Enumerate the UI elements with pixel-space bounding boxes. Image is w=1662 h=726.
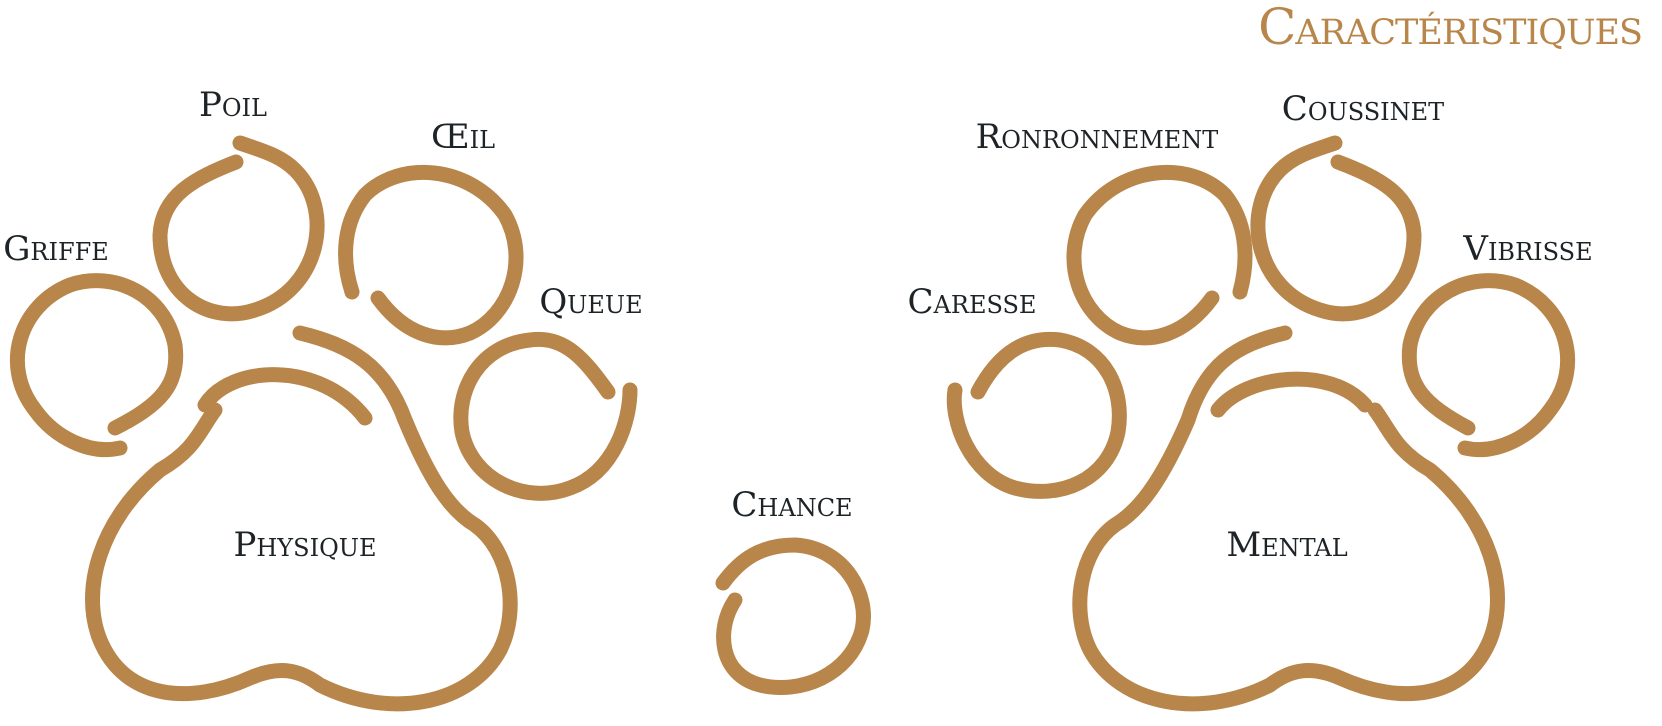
right-toe-ronronnement	[1066, 164, 1253, 346]
right-toe-coussinet	[1250, 135, 1422, 322]
label-poil: Poil	[199, 85, 267, 125]
center-toe-chance	[715, 537, 871, 696]
left-paw	[9, 135, 638, 712]
left-toe-oeil	[338, 164, 524, 346]
label-queue: Queue	[539, 282, 643, 322]
left-toe-poil	[152, 135, 325, 322]
label-ronronnement: Ronronnement	[975, 117, 1219, 157]
label-physique: Physique	[233, 525, 377, 565]
label-caresse: Caresse	[907, 282, 1037, 322]
left-pad-outline	[85, 325, 518, 712]
right-pad-outline	[1072, 325, 1505, 712]
label-oeil: Œil	[430, 117, 496, 157]
right-toe-vibrisse	[1401, 273, 1576, 458]
label-coussinet: Coussinet	[1281, 89, 1445, 129]
right-toe-caresse	[946, 331, 1127, 499]
label-griffe: Griffe	[3, 229, 109, 269]
label-mental: Mental	[1226, 525, 1348, 565]
right-paw	[946, 135, 1576, 712]
page-title: Caractéristiques	[1258, 0, 1643, 56]
left-toe-queue	[453, 331, 638, 501]
left-toe-griffe	[9, 273, 184, 458]
label-chance: Chance	[731, 485, 853, 525]
label-vibrisse: Vibrisse	[1463, 229, 1593, 269]
